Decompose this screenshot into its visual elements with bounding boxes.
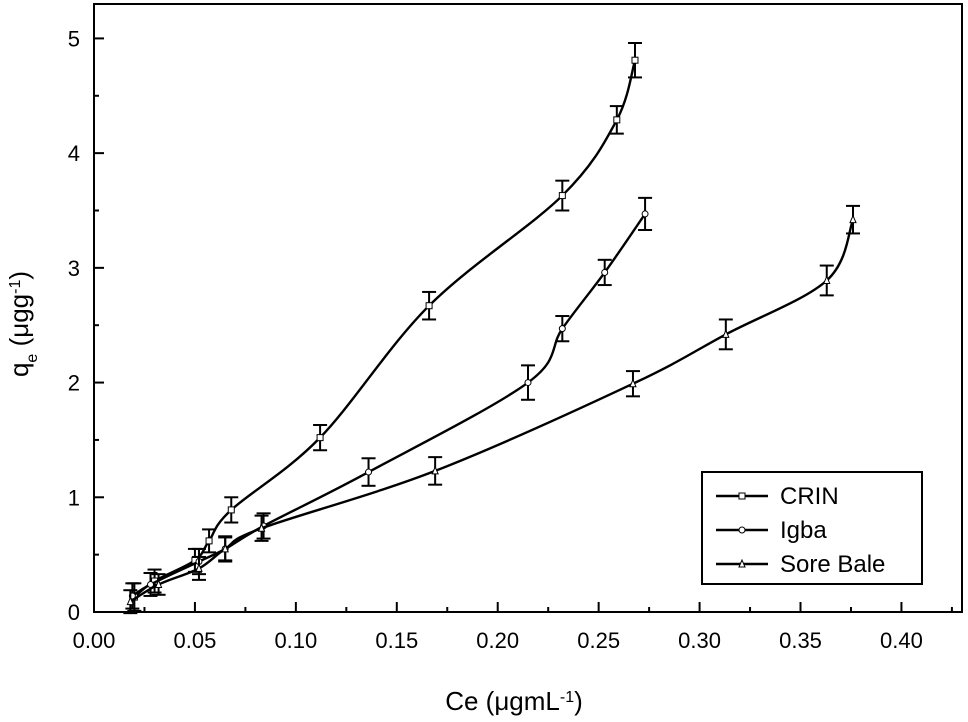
x-tick-label: 0.30 — [678, 628, 721, 653]
y-tick-label: 2 — [68, 371, 80, 396]
legend-marker — [738, 492, 746, 500]
y-axis-title: qe (μgg-1) — [4, 271, 41, 377]
x-tick-label: 0.15 — [375, 628, 418, 653]
data-point — [722, 329, 730, 338]
data-point — [316, 434, 324, 442]
data-point — [195, 563, 203, 572]
x-tick-label: 0.20 — [476, 628, 519, 653]
legend-item: Sore Bale — [716, 551, 885, 578]
legend-item: Igba — [716, 517, 827, 544]
data-point — [641, 210, 649, 218]
y-tick-label: 3 — [68, 256, 80, 281]
series-layer — [123, 42, 860, 615]
legend-label: CRIN — [780, 483, 839, 510]
data-point — [629, 378, 637, 388]
legend-item: CRIN — [716, 483, 839, 510]
legend-label: Sore Bale — [780, 551, 885, 578]
data-point — [558, 325, 566, 333]
data-point — [126, 596, 135, 606]
data-point — [524, 379, 532, 387]
data-point — [154, 579, 163, 588]
x-tick-label: 0.05 — [174, 628, 217, 653]
data-point — [631, 56, 639, 64]
data-point — [221, 543, 229, 553]
data-point — [822, 275, 831, 284]
plot-frame — [93, 3, 963, 613]
legend-label: Igba — [780, 517, 827, 544]
data-point — [558, 192, 566, 200]
x-tick-label: 0.35 — [779, 628, 822, 653]
y-tick-label: 1 — [68, 485, 80, 510]
x-tick-label: 0.25 — [577, 628, 620, 653]
data-point — [257, 522, 266, 532]
y-tick-label: 0 — [68, 600, 80, 625]
y-tick-label: 5 — [68, 26, 80, 51]
data-point — [613, 116, 621, 124]
legend: CRIN Igba Sore Bale — [701, 471, 923, 585]
data-point — [849, 214, 857, 224]
x-tick-label: 0.00 — [73, 628, 116, 653]
legend-marker — [738, 526, 746, 534]
series-sore-bale — [123, 204, 860, 615]
data-point — [205, 537, 213, 545]
data-point — [227, 506, 235, 514]
data-point — [425, 302, 433, 310]
axes-layer: 0.00 0.05 0.10 0.15 0.20 0.25 0.30 0.35 0.40 0 1 2 3… — [68, 3, 963, 653]
data-point — [365, 468, 373, 476]
x-axis-title: Ce (μgmL-1) — [445, 686, 583, 716]
y-tick-label: 4 — [68, 141, 80, 166]
legend-box — [701, 471, 923, 585]
x-tick-label: 0.40 — [880, 628, 923, 653]
legend-marker — [738, 558, 746, 568]
x-tick-label: 0.10 — [274, 628, 317, 653]
data-point — [601, 268, 609, 276]
series-line — [131, 213, 647, 597]
data-point — [431, 465, 439, 475]
